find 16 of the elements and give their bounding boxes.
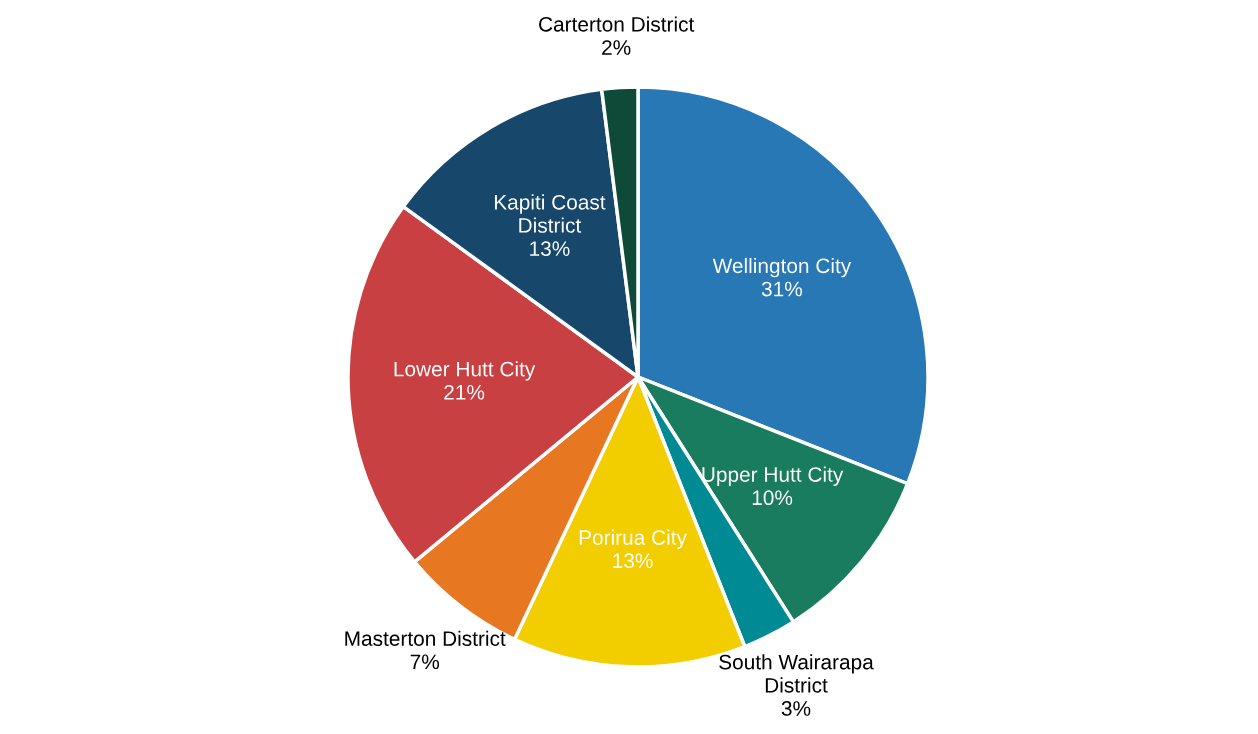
slice-label: Wellington City (712, 257, 852, 278)
data-label: 3% (781, 701, 811, 716)
slice-label: Kapiti Coast District (494, 194, 606, 233)
data-label: 10% (752, 490, 793, 506)
data-label: 21% (444, 384, 485, 400)
data-label: 7% (410, 654, 440, 670)
slice-label: Upper Hutt City (702, 466, 844, 487)
slice-label: Lower Hutt City (394, 361, 536, 381)
data-label: 2% (602, 40, 631, 55)
slice-label: Masterton District (345, 630, 506, 646)
data-label: 31% (761, 281, 803, 297)
slice-label: Porirua City (579, 529, 687, 550)
slice-label: South Wairarapa District (719, 654, 874, 693)
data-label: 13% (530, 241, 570, 257)
data-label: 13% (613, 553, 653, 569)
slice-label: Carterton District (539, 16, 695, 32)
